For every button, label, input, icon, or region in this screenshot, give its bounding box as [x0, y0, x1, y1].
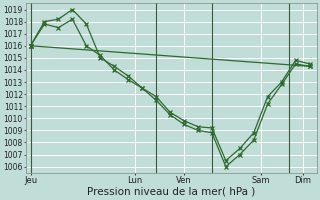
X-axis label: Pression niveau de la mer( hPa ): Pression niveau de la mer( hPa ) — [87, 187, 256, 197]
